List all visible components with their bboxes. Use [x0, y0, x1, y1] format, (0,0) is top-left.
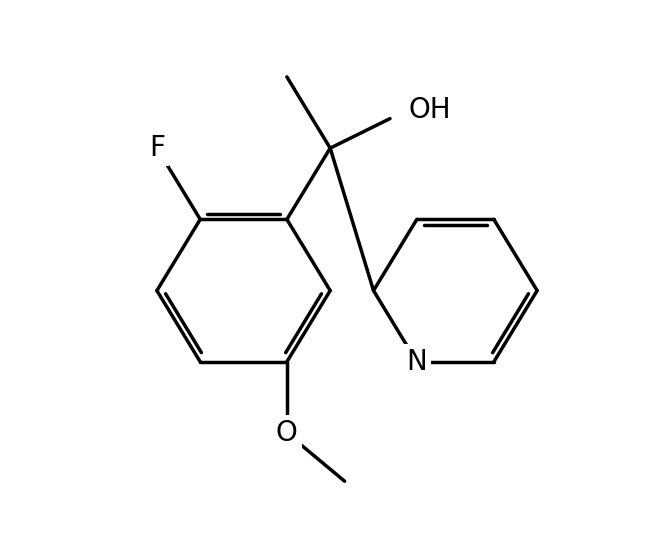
- Text: O: O: [276, 419, 297, 447]
- Text: F: F: [149, 134, 165, 162]
- Text: N: N: [407, 348, 427, 376]
- Text: OH: OH: [408, 96, 451, 124]
